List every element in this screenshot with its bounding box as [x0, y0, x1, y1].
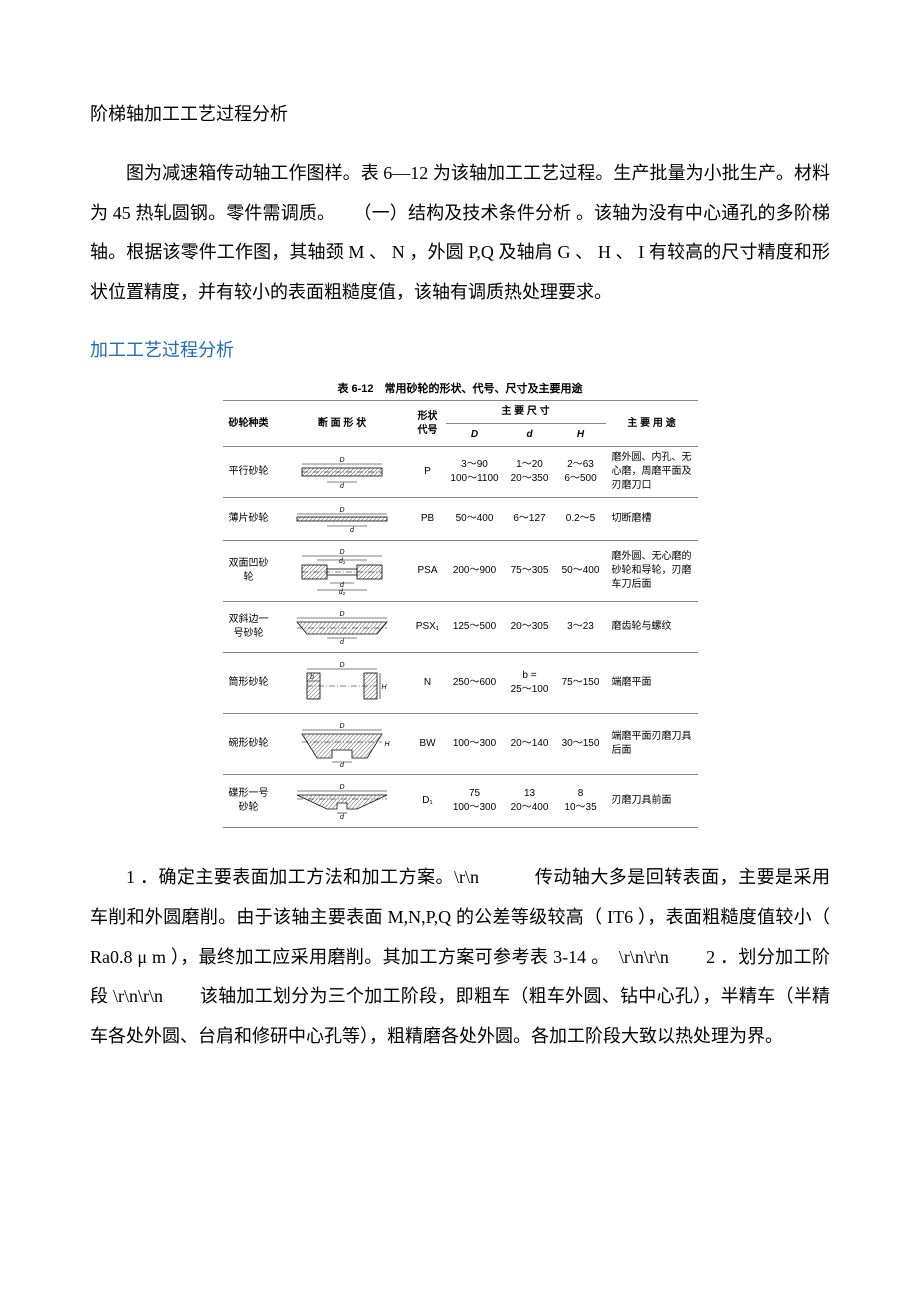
cell-d: 20～140	[504, 714, 556, 775]
table-row: 碟形一号砂轮 D d D₁ 75 100～300 13 20～400 8 10～…	[223, 775, 698, 828]
table-row: 双面凹砂轮 D d₁ d d₂ PSA 200～900 75～305 50～40…	[223, 541, 698, 602]
svg-text:D: D	[339, 457, 344, 464]
cell-shape-diagram: D d₁ d d₂	[275, 541, 410, 602]
cell-H: 3～23	[556, 602, 606, 653]
cell-kind: 平行砂轮	[223, 447, 275, 498]
cell-d: 20～305	[504, 602, 556, 653]
table-caption: 表 6-12 常用砂轮的形状、代号、尺寸及主要用途	[223, 380, 698, 396]
table-header-row: 砂轮种类 断 面 形 状 形状 代号 主 要 尺 寸 主 要 用 途	[223, 401, 698, 424]
cell-shape-diagram: D d H	[275, 714, 410, 775]
cell-code: PB	[410, 498, 446, 541]
th-shape: 断 面 形 状	[275, 401, 410, 447]
cell-H: 75～150	[556, 653, 606, 714]
cell-shape-diagram: D d	[275, 447, 410, 498]
cell-code: P	[410, 447, 446, 498]
cell-D: 3～90 100～1100	[446, 447, 504, 498]
cell-D: 50～400	[446, 498, 504, 541]
cell-shape-diagram: D d	[275, 498, 410, 541]
cell-D: 125～500	[446, 602, 504, 653]
grinding-wheel-table: 表 6-12 常用砂轮的形状、代号、尺寸及主要用途 砂轮种类 断 面 形 状 形…	[223, 380, 698, 828]
paragraph-intro: 图为减速箱传动轴工作图样。表 6—12 为该轴加工工艺过程。生产批量为小批生产。…	[90, 154, 830, 312]
cell-use: 刃磨刀具前面	[606, 775, 698, 828]
svg-text:d: d	[350, 527, 355, 534]
cell-H: 8 10～35	[556, 775, 606, 828]
cell-kind: 双面凹砂轮	[223, 541, 275, 602]
th-kind: 砂轮种类	[223, 401, 275, 447]
svg-text:D: D	[339, 549, 344, 556]
table-row: 碗形砂轮 D d H BW 100～300 20～140 30～150 端磨平面…	[223, 714, 698, 775]
svg-text:D: D	[339, 611, 344, 618]
table-row: 筒形砂轮 D b H N 250～600 b = 25～100 75～150 端…	[223, 653, 698, 714]
svg-text:d: d	[340, 639, 345, 646]
svg-text:d: d	[340, 814, 345, 821]
cell-use: 端磨平面	[606, 653, 698, 714]
th-dims: 主 要 尺 寸	[446, 401, 606, 424]
cell-code: D₁	[410, 775, 446, 828]
section-heading-link[interactable]: 加工工艺过程分析	[90, 336, 830, 362]
table-row: 平行砂轮 D d P 3～90 100～1100 1～20 20～350 2～6…	[223, 447, 698, 498]
page-title: 阶梯轴加工工艺过程分析	[90, 100, 830, 126]
svg-text:D: D	[339, 723, 344, 730]
cell-code: BW	[410, 714, 446, 775]
table-row: 双斜边一号砂轮 D d PSX₁ 125～500 20～305 3～23 磨齿轮…	[223, 602, 698, 653]
svg-text:H: H	[384, 741, 390, 748]
cell-D: 100～300	[446, 714, 504, 775]
cell-d: 1～20 20～350	[504, 447, 556, 498]
cell-code: N	[410, 653, 446, 714]
svg-text:d: d	[340, 762, 345, 768]
svg-text:H: H	[381, 684, 387, 691]
cell-shape-diagram: D b H	[275, 653, 410, 714]
cell-code: PSX₁	[410, 602, 446, 653]
cell-D: 250～600	[446, 653, 504, 714]
cell-kind: 筒形砂轮	[223, 653, 275, 714]
cell-d: b = 25～100	[504, 653, 556, 714]
th-use: 主 要 用 途	[606, 401, 698, 447]
table-row: 薄片砂轮 D d PB 50～400 6～127 0.2～5 切断磨槽	[223, 498, 698, 541]
cell-use: 磨齿轮与螺纹	[606, 602, 698, 653]
cell-d: 13 20～400	[504, 775, 556, 828]
cell-use: 端磨平面刃磨刀具后面	[606, 714, 698, 775]
svg-text:d₁: d₁	[339, 558, 346, 565]
cell-d: 6～127	[504, 498, 556, 541]
cell-kind: 碟形一号砂轮	[223, 775, 275, 828]
cell-shape-diagram: D d	[275, 775, 410, 828]
svg-text:D: D	[339, 662, 344, 669]
svg-text:D: D	[339, 784, 344, 791]
th-D: D	[446, 424, 504, 447]
th-code: 形状 代号	[410, 401, 446, 447]
cell-H: 0.2～5	[556, 498, 606, 541]
th-H: H	[556, 424, 606, 447]
cell-kind: 薄片砂轮	[223, 498, 275, 541]
paragraph-methods: 1 ．确定主要表面加工方法和加工方案。\r\n 传动轴大多是回转表面，主要是采用…	[90, 858, 830, 1056]
svg-text:d: d	[340, 483, 345, 490]
cell-shape-diagram: D d	[275, 602, 410, 653]
th-d: d	[504, 424, 556, 447]
cell-use: 磨外圆、内孔、无心磨，周磨平面及刃磨刀口	[606, 447, 698, 498]
cell-D: 75 100～300	[446, 775, 504, 828]
cell-H: 2～63 6～500	[556, 447, 606, 498]
cell-code: PSA	[410, 541, 446, 602]
cell-kind: 碗形砂轮	[223, 714, 275, 775]
cell-D: 200～900	[446, 541, 504, 602]
cell-H: 50～400	[556, 541, 606, 602]
cell-kind: 双斜边一号砂轮	[223, 602, 275, 653]
cell-H: 30～150	[556, 714, 606, 775]
cell-use: 磨外圆、无心磨的砂轮和导轮，刃磨车刀后面	[606, 541, 698, 602]
cell-d: 75～305	[504, 541, 556, 602]
svg-text:D: D	[339, 507, 344, 514]
cell-use: 切断磨槽	[606, 498, 698, 541]
